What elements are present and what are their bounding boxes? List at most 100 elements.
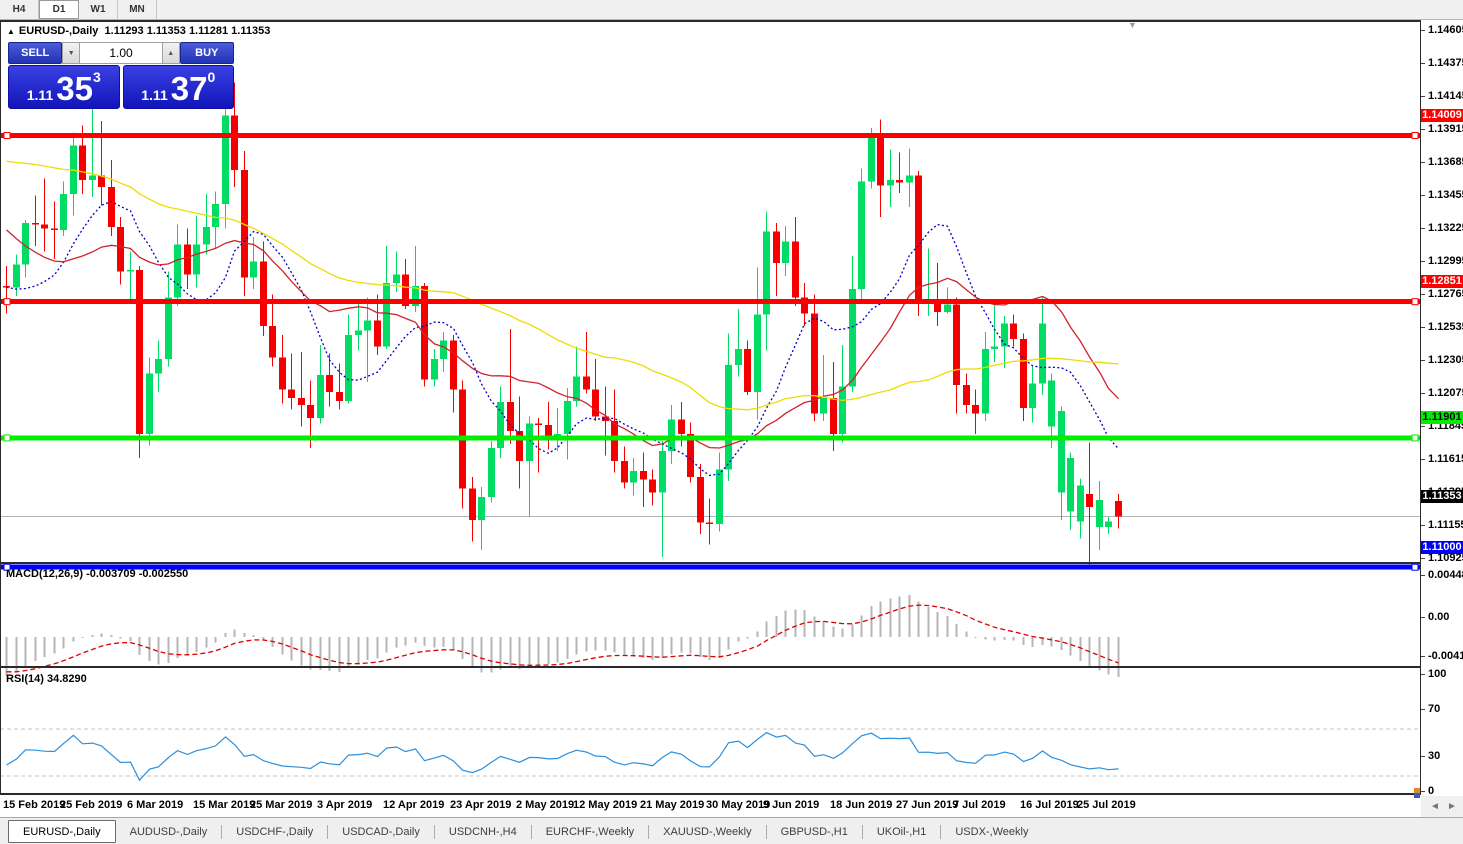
axis-tick-mark: [1421, 30, 1425, 31]
scroll-left-arrow[interactable]: ◄: [1430, 801, 1440, 812]
axis-tick-mark: [1421, 425, 1425, 427]
chart-tab-usdcnh[interactable]: USDCNH-,H4: [448, 825, 517, 838]
current-price-label: 1.11353: [1421, 490, 1463, 503]
sell-price-box[interactable]: 1.11 35 3: [8, 65, 120, 109]
level-line-handle[interactable]: [3, 563, 11, 571]
buy-price-box[interactable]: 1.11 37 0: [122, 65, 234, 109]
panel-top-border: [0, 20, 1421, 22]
tab-separator: [530, 824, 532, 839]
date-label: 12 May 2019: [573, 799, 638, 811]
level-line-handle[interactable]: [3, 434, 11, 442]
chart-tab-xauusd[interactable]: XAUUSD-,Weekly: [663, 825, 752, 838]
chart-expand-icon[interactable]: ▲: [7, 27, 15, 36]
rsi-line: [6, 731, 1119, 782]
candle-body: [963, 385, 970, 406]
chart-symbol-label: EURUSD-,Daily: [18, 25, 99, 37]
candle-body: [564, 400, 571, 434]
candle-body: [668, 419, 675, 452]
timeframe-button-d1[interactable]: D1: [39, 0, 79, 19]
main-price-chart[interactable]: [0, 40, 1420, 582]
candle-body: [412, 286, 419, 307]
axis-tick-mark: [1421, 194, 1425, 196]
candle-body: [184, 244, 191, 275]
candle-body: [630, 471, 637, 483]
axis-tick-mark: [1421, 524, 1425, 526]
timeframe-button-h4[interactable]: H4: [0, 0, 39, 19]
chart-tab-usdx[interactable]: USDX-,Weekly: [955, 825, 1029, 838]
level-line-handle[interactable]: [1411, 132, 1419, 140]
buy-button[interactable]: BUY: [179, 42, 234, 64]
candle-body: [307, 405, 314, 419]
date-label: 25 Mar 2019: [250, 799, 313, 811]
level-line-handle[interactable]: [1411, 434, 1419, 442]
macd-separator[interactable]: [0, 562, 1421, 564]
tab-separator: [765, 824, 767, 839]
candle-body: [763, 231, 770, 315]
rsi-tick-0: 0: [1428, 785, 1435, 797]
macd-panel-chart[interactable]: [0, 584, 1420, 686]
candle-body: [697, 476, 704, 523]
rsi-tick-30: 30: [1428, 749, 1441, 762]
date-axis[interactable]: [0, 794, 1421, 816]
candle-body: [51, 228, 58, 231]
candle-body: [830, 397, 837, 434]
chart-tab-eurusd[interactable]: EURUSD-,Daily: [8, 820, 116, 843]
date-label: 25 Feb 2019: [60, 799, 123, 811]
chart-tab-gbpusd[interactable]: GBPUSD-,H1: [780, 825, 848, 838]
candle-body: [773, 231, 780, 264]
candle-body: [431, 359, 438, 380]
candle-body: [1039, 323, 1046, 384]
candle-body: [811, 313, 818, 414]
date-label: 7 Jul 2019: [953, 799, 1006, 811]
candle-body: [782, 241, 789, 264]
lot-increase-button[interactable]: ▲: [162, 42, 180, 64]
sell-price-point: 3: [92, 69, 101, 85]
rsi-panel-chart[interactable]: [0, 688, 1420, 813]
axis-tick-mark: [1421, 260, 1425, 262]
candle-body: [108, 187, 115, 228]
axis-tick-mark: [1421, 293, 1425, 295]
candle-body: [222, 115, 229, 205]
lot-decrease-button[interactable]: ▼: [62, 42, 80, 64]
chart-tab-ukoil[interactable]: UKOil-,H1: [876, 825, 927, 838]
price-axis[interactable]: 1.14605 1.14375 1.14145 1.13915 1.13685 1.134…: [1421, 20, 1463, 815]
price-tick-1.11615: 1.11615: [1428, 452, 1463, 465]
rsi-separator[interactable]: [0, 666, 1421, 668]
level-line-handle[interactable]: [3, 298, 11, 306]
tab-separator: [940, 824, 942, 839]
chart-tab-eurchf[interactable]: EURCHF-,Weekly: [545, 825, 635, 838]
candle-body: [972, 405, 979, 414]
level-line-handle[interactable]: [1411, 563, 1419, 571]
candle-body: [820, 397, 827, 414]
candle-body: [165, 297, 172, 360]
macd-tick-0.00: 0.00: [1428, 611, 1450, 623]
chart-ohlc-values: 1.11293 1.11353 1.11281 1.11353: [104, 25, 271, 37]
chart-region[interactable]: [0, 20, 1421, 815]
scroll-right-arrow[interactable]: ►: [1447, 801, 1457, 812]
sell-button[interactable]: SELL: [8, 42, 63, 64]
level-price-label-1.12851: 1.12851: [1421, 275, 1463, 288]
timeframe-button-w1[interactable]: W1: [79, 0, 118, 19]
chart-shift-marker-icon[interactable]: ▼: [1128, 20, 1137, 30]
date-label: 25 Jul 2019: [1077, 799, 1136, 811]
chart-tab-audusd[interactable]: AUDUSD-,Daily: [129, 825, 208, 838]
candle-body: [716, 469, 723, 525]
level-line-handle[interactable]: [1411, 298, 1419, 306]
right-border: [1420, 20, 1421, 794]
candle-body: [944, 304, 951, 312]
candle-body: [127, 270, 134, 272]
candle-body: [545, 425, 552, 437]
candle-body: [934, 300, 941, 312]
rsi-tick-70: 70: [1428, 703, 1441, 716]
axis-tick-mark: [1421, 575, 1425, 576]
moving-average-50: [6, 160, 1119, 411]
chart-tab-usdcad[interactable]: USDCAD-,Daily: [342, 825, 420, 838]
candle-body: [288, 389, 295, 398]
chart-tab-usdchf[interactable]: USDCHF-,Daily: [236, 825, 314, 838]
lot-size-input[interactable]: [80, 42, 162, 64]
price-tick-1.13455: 1.13455: [1428, 188, 1463, 201]
axis-tick-mark: [1421, 227, 1425, 229]
tab-separator: [327, 824, 329, 839]
level-line-handle[interactable]: [3, 132, 11, 140]
timeframe-button-mn[interactable]: MN: [118, 0, 157, 19]
